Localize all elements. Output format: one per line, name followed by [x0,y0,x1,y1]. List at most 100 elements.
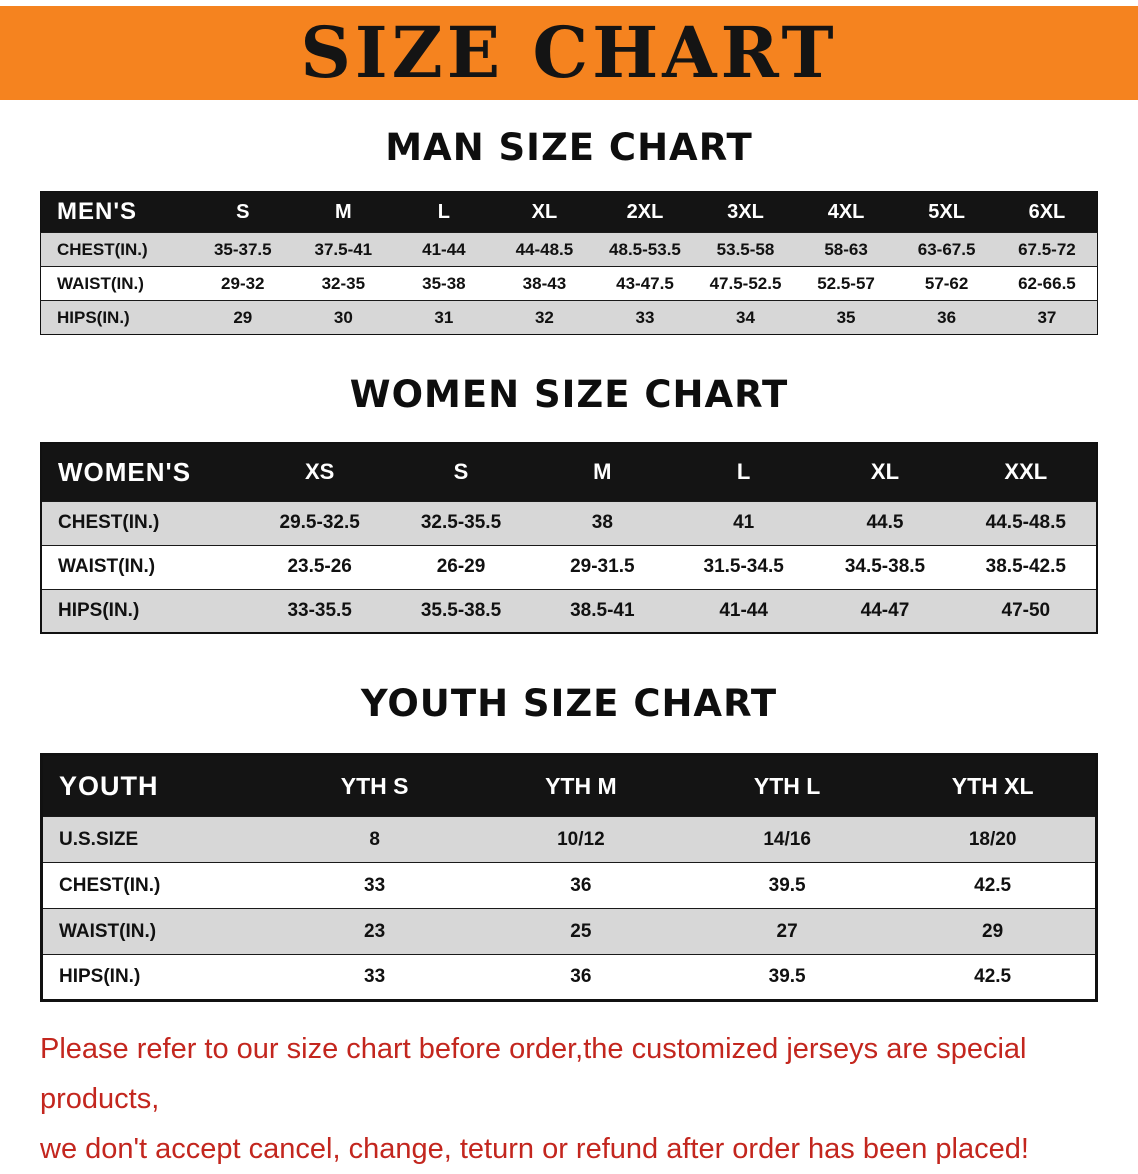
table-cell: 33 [635,307,655,327]
table-cell: 35-38 [422,273,466,293]
table-row: HIPS(IN.) 29 30 31 32 33 34 35 36 37 [40,300,1098,335]
row-label: CHEST(IN.) [59,874,161,896]
row-label: WAIST(IN.) [59,920,157,942]
table-header-row: MEN'S S M L XL 2XL 3XL 4XL 5XL 6XL [40,191,1098,233]
size-column-header: 5XL [896,191,997,233]
table-cell: 29 [982,920,1004,942]
table-row: CHEST(IN.) 29.5-32.5 32.5-35.5 38 41 44.5 44.5… [41,501,1097,545]
youth-section-heading: YOUTH SIZE CHART [360,682,778,725]
size-column-header: XL [814,443,956,501]
row-label: HIPS(IN.) [58,599,140,621]
table-cell: 38 [591,512,613,533]
table-cell: 52.5-57 [817,273,875,293]
table-cell: 36 [937,307,957,327]
table-cell: 37 [1037,307,1057,327]
size-column-header: 6XL [996,191,1098,233]
size-column-header: XXL [955,443,1097,501]
table-cell: 36 [570,966,592,987]
size-column-header: 3XL [695,191,796,233]
table-cell: 29 [233,307,253,327]
table-cell: 32-35 [321,273,366,293]
table-cell: 44.5-48.5 [985,512,1066,533]
page-title: SIZE CHART [300,11,838,94]
table-cell: 10/12 [557,828,605,850]
table-row: HIPS(IN.) 33-35.5 35.5-38.5 38.5-41 41-44 44-… [41,589,1097,633]
table-cell: 31.5-34.5 [703,556,784,577]
size-column-header: YTH L [684,754,891,817]
table-cell: 35 [836,307,856,327]
row-label: HIPS(IN.) [59,966,141,987]
table-row: WAIST(IN.) 29-32 32-35 35-38 38-43 43-47.5 47.… [40,266,1098,301]
disclaimer-line-1: Please refer to our size chart before or… [40,1033,1027,1115]
table-cell: 42.5 [974,966,1012,987]
table-cell: 43-47.5 [616,273,674,293]
table-row: WAIST(IN.) 23.5-26 26-29 29-31.5 31.5-34.5 34… [41,545,1097,589]
size-column-header: L [672,443,815,501]
row-label: HIPS(IN.) [57,307,130,327]
men-size-table: MEN'S S M L XL 2XL 3XL 4XL 5XL 6XL CHEST(IN.) 35-37… [40,191,1098,335]
size-column-header: S [192,191,294,233]
table-row: WAIST(IN.) 23 25 27 29 [41,908,1097,955]
table-cell: 30 [333,307,353,327]
table-header-row: YOUTH YTH S YTH M YTH L YTH XL [41,754,1097,817]
women-size-table: WOMEN'S XS S M L XL XXL CHEST(IN.) 29.5-32.5 32.5… [40,442,1098,634]
table-header-row: WOMEN'S XS S M L XL XXL [41,443,1097,501]
table-cell: 63-67.5 [917,239,976,259]
size-column-header: XL [494,191,595,233]
table-cell: 32 [534,307,554,327]
size-column-header: 4XL [795,191,897,233]
table-cell: 23.5-26 [287,556,352,577]
table-cell: 38.5-42.5 [985,556,1066,577]
table-row: U.S.SIZE 8 10/12 14/16 18/20 [41,816,1097,863]
size-column-header: M [293,191,394,233]
row-label: WAIST(IN.) [57,273,144,293]
table-cell: 23 [364,920,386,942]
men-section-heading: MAN SIZE CHART [385,126,753,169]
table-cell: 29-32 [221,273,265,293]
table-cell: 41-44 [422,239,466,259]
table-cell: 18/20 [968,828,1017,850]
table-cell: 35-37.5 [213,239,272,259]
table-cell: 42.5 [974,874,1012,896]
table-cell: 41-44 [719,599,768,621]
row-label: CHEST(IN.) [58,512,160,533]
youth-size-table: YOUTH YTH S YTH M YTH L YTH XL U.S.SIZE 8 10/12… [40,753,1098,1002]
table-cell: 44-47 [860,599,910,621]
table-cell: 29-31.5 [570,556,635,577]
table-cell: 27 [776,920,798,942]
table-cell: 35.5-38.5 [420,599,502,621]
men-section: MAN SIZE CHART MEN'S S M L XL 2XL 3XL 4XL 5XL 6XL… [0,126,1138,335]
size-column-header: S [390,443,532,501]
table-row: CHEST(IN.) 33 36 39.5 42.5 [41,862,1097,909]
size-chart-page: SIZE CHART MAN SIZE CHART MEN'S S M L XL 2XL 3… [0,6,1138,1165]
table-cell: 41 [733,512,755,533]
table-title-cell: WOMEN'S [41,443,249,501]
table-cell: 67.5-72 [1018,239,1076,259]
table-cell: 34.5-38.5 [844,556,926,577]
row-label: CHEST(IN.) [57,239,148,259]
row-label: U.S.SIZE [59,828,139,850]
table-cell: 44.5 [866,512,904,533]
youth-section: YOUTH SIZE CHART YOUTH YTH S YTH M YTH L YTH… [0,682,1138,1002]
table-cell: 58-63 [824,239,868,259]
disclaimer: Please refer to our size chart before or… [0,1024,1138,1174]
table-cell: 33 [364,874,386,896]
table-title-cell: MEN'S [40,191,193,233]
women-section: WOMEN SIZE CHART WOMEN'S XS S M L XL XXL CHEST(… [0,373,1138,634]
table-cell: 38-43 [522,273,567,293]
size-column-header: XS [249,443,391,501]
table-cell: 31 [434,307,454,327]
size-column-header: YTH S [271,754,478,817]
table-cell: 26-29 [436,556,486,577]
size-column-header: L [393,191,495,233]
table-cell: 32.5-35.5 [420,512,502,533]
size-column-header: M [531,443,673,501]
table-row: CHEST(IN.) 35-37.5 37.5-41 41-44 44-48.5 48.5… [40,232,1098,267]
table-cell: 44-48.5 [515,239,574,259]
table-cell: 39.5 [768,966,806,987]
table-cell: 33-35.5 [287,599,352,621]
table-cell: 37.5-41 [314,239,373,259]
table-title-cell: YOUTH [41,754,272,817]
table-cell: 47.5-52.5 [709,273,782,293]
table-cell: 29.5-32.5 [279,512,360,533]
